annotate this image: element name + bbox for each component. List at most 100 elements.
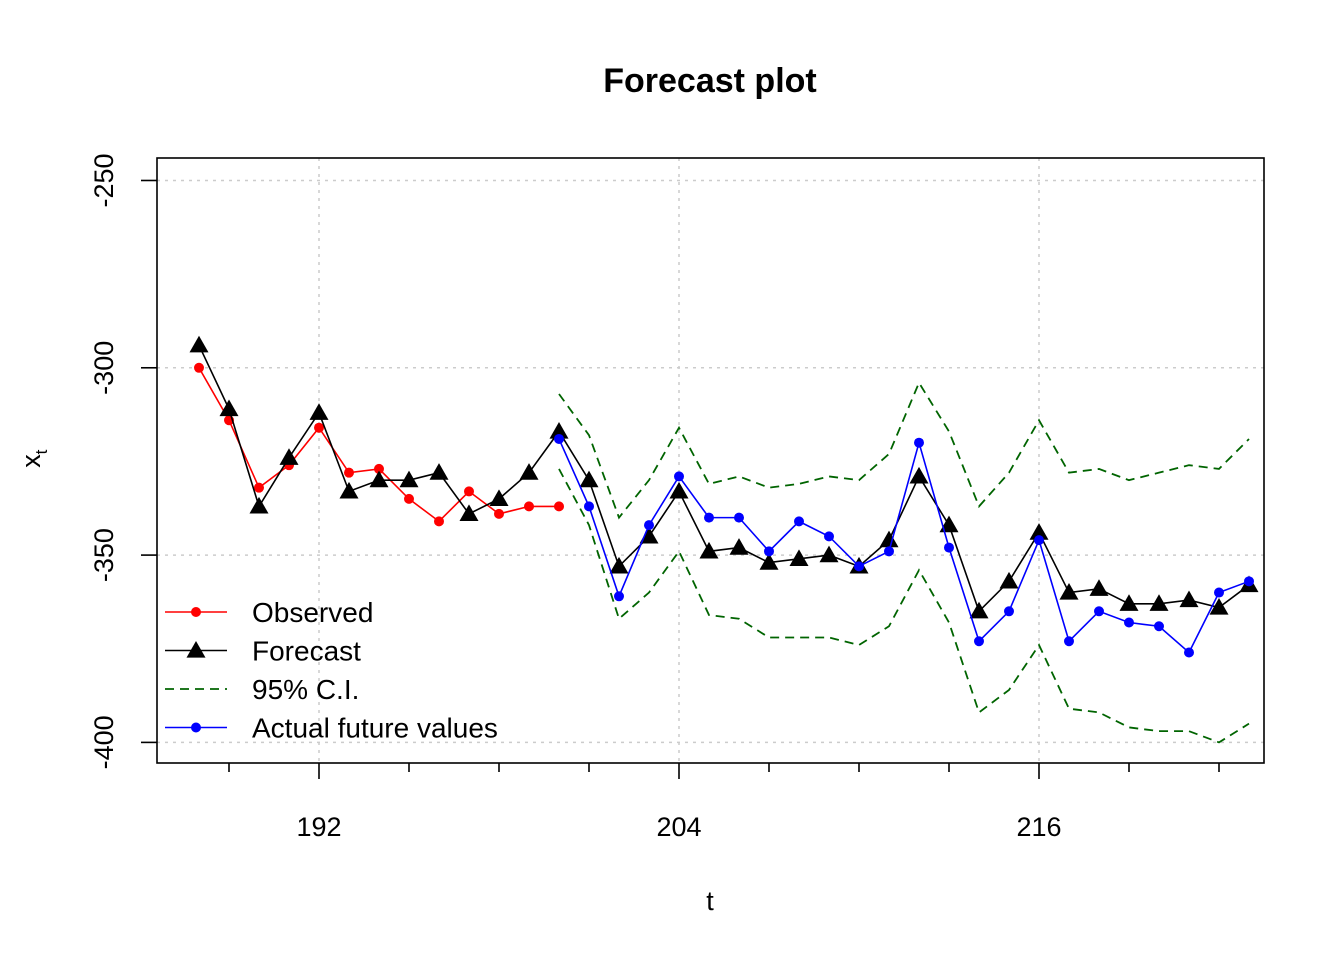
data-point [914, 437, 924, 448]
data-point [219, 399, 239, 417]
data-point [404, 493, 414, 504]
data-point [254, 482, 264, 493]
data-point [524, 501, 534, 512]
data-point [609, 556, 629, 574]
series-line [558, 438, 1250, 654]
legend-marker [186, 641, 206, 658]
data-point [729, 538, 749, 555]
data-point [399, 470, 419, 488]
series-observed [194, 362, 564, 527]
legend-item: Actual future values [165, 713, 498, 744]
legend-marker [191, 722, 201, 733]
data-point [1209, 598, 1229, 615]
x-axis-label: t [706, 886, 714, 916]
grid-lines [157, 158, 1264, 763]
x-tick-label: 192 [296, 812, 341, 842]
y-tick-label: -400 [89, 715, 119, 769]
data-point [459, 504, 479, 522]
y-axis-label-text: x [16, 454, 46, 468]
data-point [494, 508, 504, 519]
data-point [249, 496, 269, 514]
series-line [558, 468, 1250, 744]
data-point [279, 448, 299, 465]
series-95-c-i- [558, 380, 1250, 520]
data-point [969, 601, 989, 619]
data-point [944, 542, 954, 553]
data-point [1154, 621, 1164, 632]
data-point [909, 466, 929, 484]
data-point [1059, 583, 1079, 600]
data-point [704, 512, 714, 523]
data-point [1089, 579, 1109, 596]
data-point [644, 520, 654, 531]
data-point [584, 501, 594, 512]
chart-title: Forecast plot [603, 62, 816, 100]
data-point [434, 516, 444, 527]
data-point [789, 549, 809, 566]
y-tick-label: -300 [89, 341, 119, 395]
data-point [1029, 523, 1049, 540]
data-point [464, 486, 474, 497]
data-point [879, 530, 899, 548]
data-point [854, 561, 864, 572]
y-axis-label: x t [16, 449, 51, 467]
data-point [309, 403, 329, 420]
y-axis-label-subscript: t [32, 449, 51, 454]
series-line [558, 380, 1250, 520]
plot-frame [156, 157, 1265, 764]
data-point [554, 501, 564, 512]
data-point [1064, 636, 1074, 647]
data-point [824, 531, 834, 542]
data-point [314, 422, 324, 433]
legend-item: 95% C.I. [165, 674, 359, 705]
data-point [1184, 647, 1194, 658]
data-point [884, 546, 894, 557]
legend-item: Forecast [165, 636, 361, 667]
series-95-c-i-lower [558, 468, 1250, 744]
data-point [429, 463, 449, 480]
data-point [974, 636, 984, 647]
data-point [339, 481, 359, 499]
data-point [759, 553, 779, 570]
data-point [669, 481, 689, 499]
data-point [1034, 535, 1044, 546]
legend-label: Forecast [252, 636, 361, 667]
y-tick-label: -250 [89, 153, 119, 207]
x-tick-label: 204 [656, 812, 701, 842]
y-tick-label: -350 [89, 528, 119, 582]
series-line [198, 344, 1250, 613]
series-actual-future-values [554, 433, 1254, 658]
data-point [1179, 590, 1199, 608]
data-point [1244, 576, 1254, 587]
legend: Observed Forecast 95% C.I. Actual future va… [165, 597, 498, 744]
data-point [674, 471, 684, 482]
plot-series [189, 335, 1259, 744]
data-point [764, 546, 774, 557]
data-point [374, 463, 384, 474]
legend-label: 95% C.I. [252, 674, 359, 705]
data-point [794, 516, 804, 527]
data-point [699, 541, 719, 559]
data-point [734, 512, 744, 523]
legend-marker [191, 607, 201, 617]
series-line [198, 367, 559, 523]
data-point [519, 463, 539, 480]
axes: 192 204 216 -250 -300 -350 -400 [89, 153, 1220, 842]
series-forecast [189, 335, 1259, 619]
x-tick-label: 216 [1016, 812, 1061, 842]
data-point [1094, 606, 1104, 617]
data-point [369, 470, 389, 488]
legend-label: Actual future values [252, 713, 498, 744]
data-point [344, 467, 354, 478]
data-point [819, 545, 839, 563]
data-point [614, 591, 624, 602]
legend-item: Observed [165, 597, 373, 628]
data-point [554, 433, 564, 444]
data-point [999, 571, 1019, 589]
data-point [549, 421, 569, 439]
data-point [194, 362, 204, 373]
data-point [489, 489, 509, 507]
data-point [1214, 587, 1224, 598]
data-point [1149, 594, 1169, 611]
data-point [639, 526, 659, 544]
